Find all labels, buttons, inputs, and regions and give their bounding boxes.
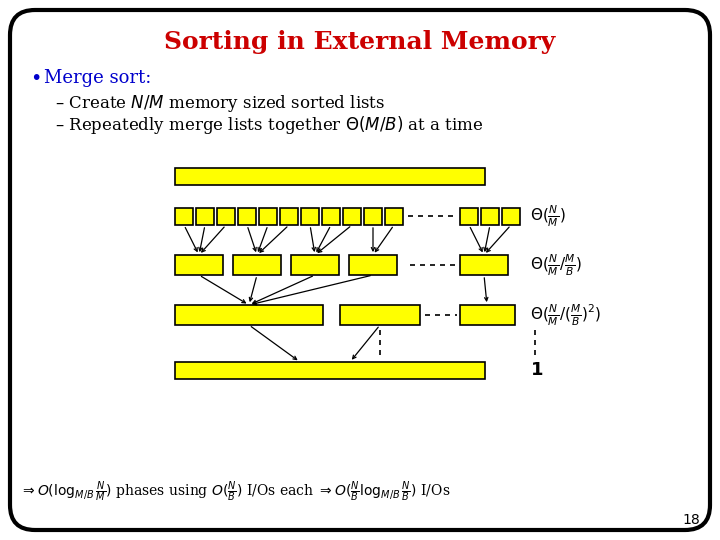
Bar [175,255,223,275]
Text: •: • [30,69,41,87]
Bar [301,208,319,225]
Bar [196,208,214,225]
Text: $\Rightarrow O(\log_{M/B} \frac{N}{M})$ phases using $O(\frac{N}{B})$ I/Os each : $\Rightarrow O(\log_{M/B} \frac{N}{M})$ … [20,480,451,504]
Bar [280,208,298,225]
Bar [217,208,235,225]
Bar [233,255,281,275]
Bar [238,208,256,225]
Text: Sorting in External Memory: Sorting in External Memory [164,30,556,54]
Bar [175,168,485,185]
Bar [343,208,361,225]
Bar [322,208,340,225]
Bar [502,208,520,225]
Bar [385,208,403,225]
Bar [364,208,382,225]
Bar [175,362,485,379]
Bar [481,208,499,225]
Text: $\Theta(\frac{N}{M}/\frac{M}{B})$: $\Theta(\frac{N}{M}/\frac{M}{B})$ [530,252,582,278]
Text: $\Theta(\frac{N}{M})$: $\Theta(\frac{N}{M})$ [530,204,566,230]
Bar [291,255,339,275]
Bar [349,255,397,275]
Text: $\mathbf{1}$: $\mathbf{1}$ [530,361,544,379]
Bar [460,255,508,275]
Text: Merge sort:: Merge sort: [44,69,151,87]
Bar [175,305,323,325]
FancyBboxPatch shape [10,10,710,530]
Bar [340,305,420,325]
Text: – Create $N/M$ memory sized sorted lists: – Create $N/M$ memory sized sorted lists [55,92,385,113]
Bar [460,208,478,225]
Text: $\Theta(\frac{N}{M}/(\frac{M}{B})^2)$: $\Theta(\frac{N}{M}/(\frac{M}{B})^2)$ [530,302,601,328]
Bar [259,208,277,225]
Text: 18: 18 [683,513,700,527]
Bar [460,305,515,325]
Bar [175,208,193,225]
Text: – Repeatedly merge lists together $\Theta(M/B)$ at a time: – Repeatedly merge lists together $\Thet… [55,114,484,136]
